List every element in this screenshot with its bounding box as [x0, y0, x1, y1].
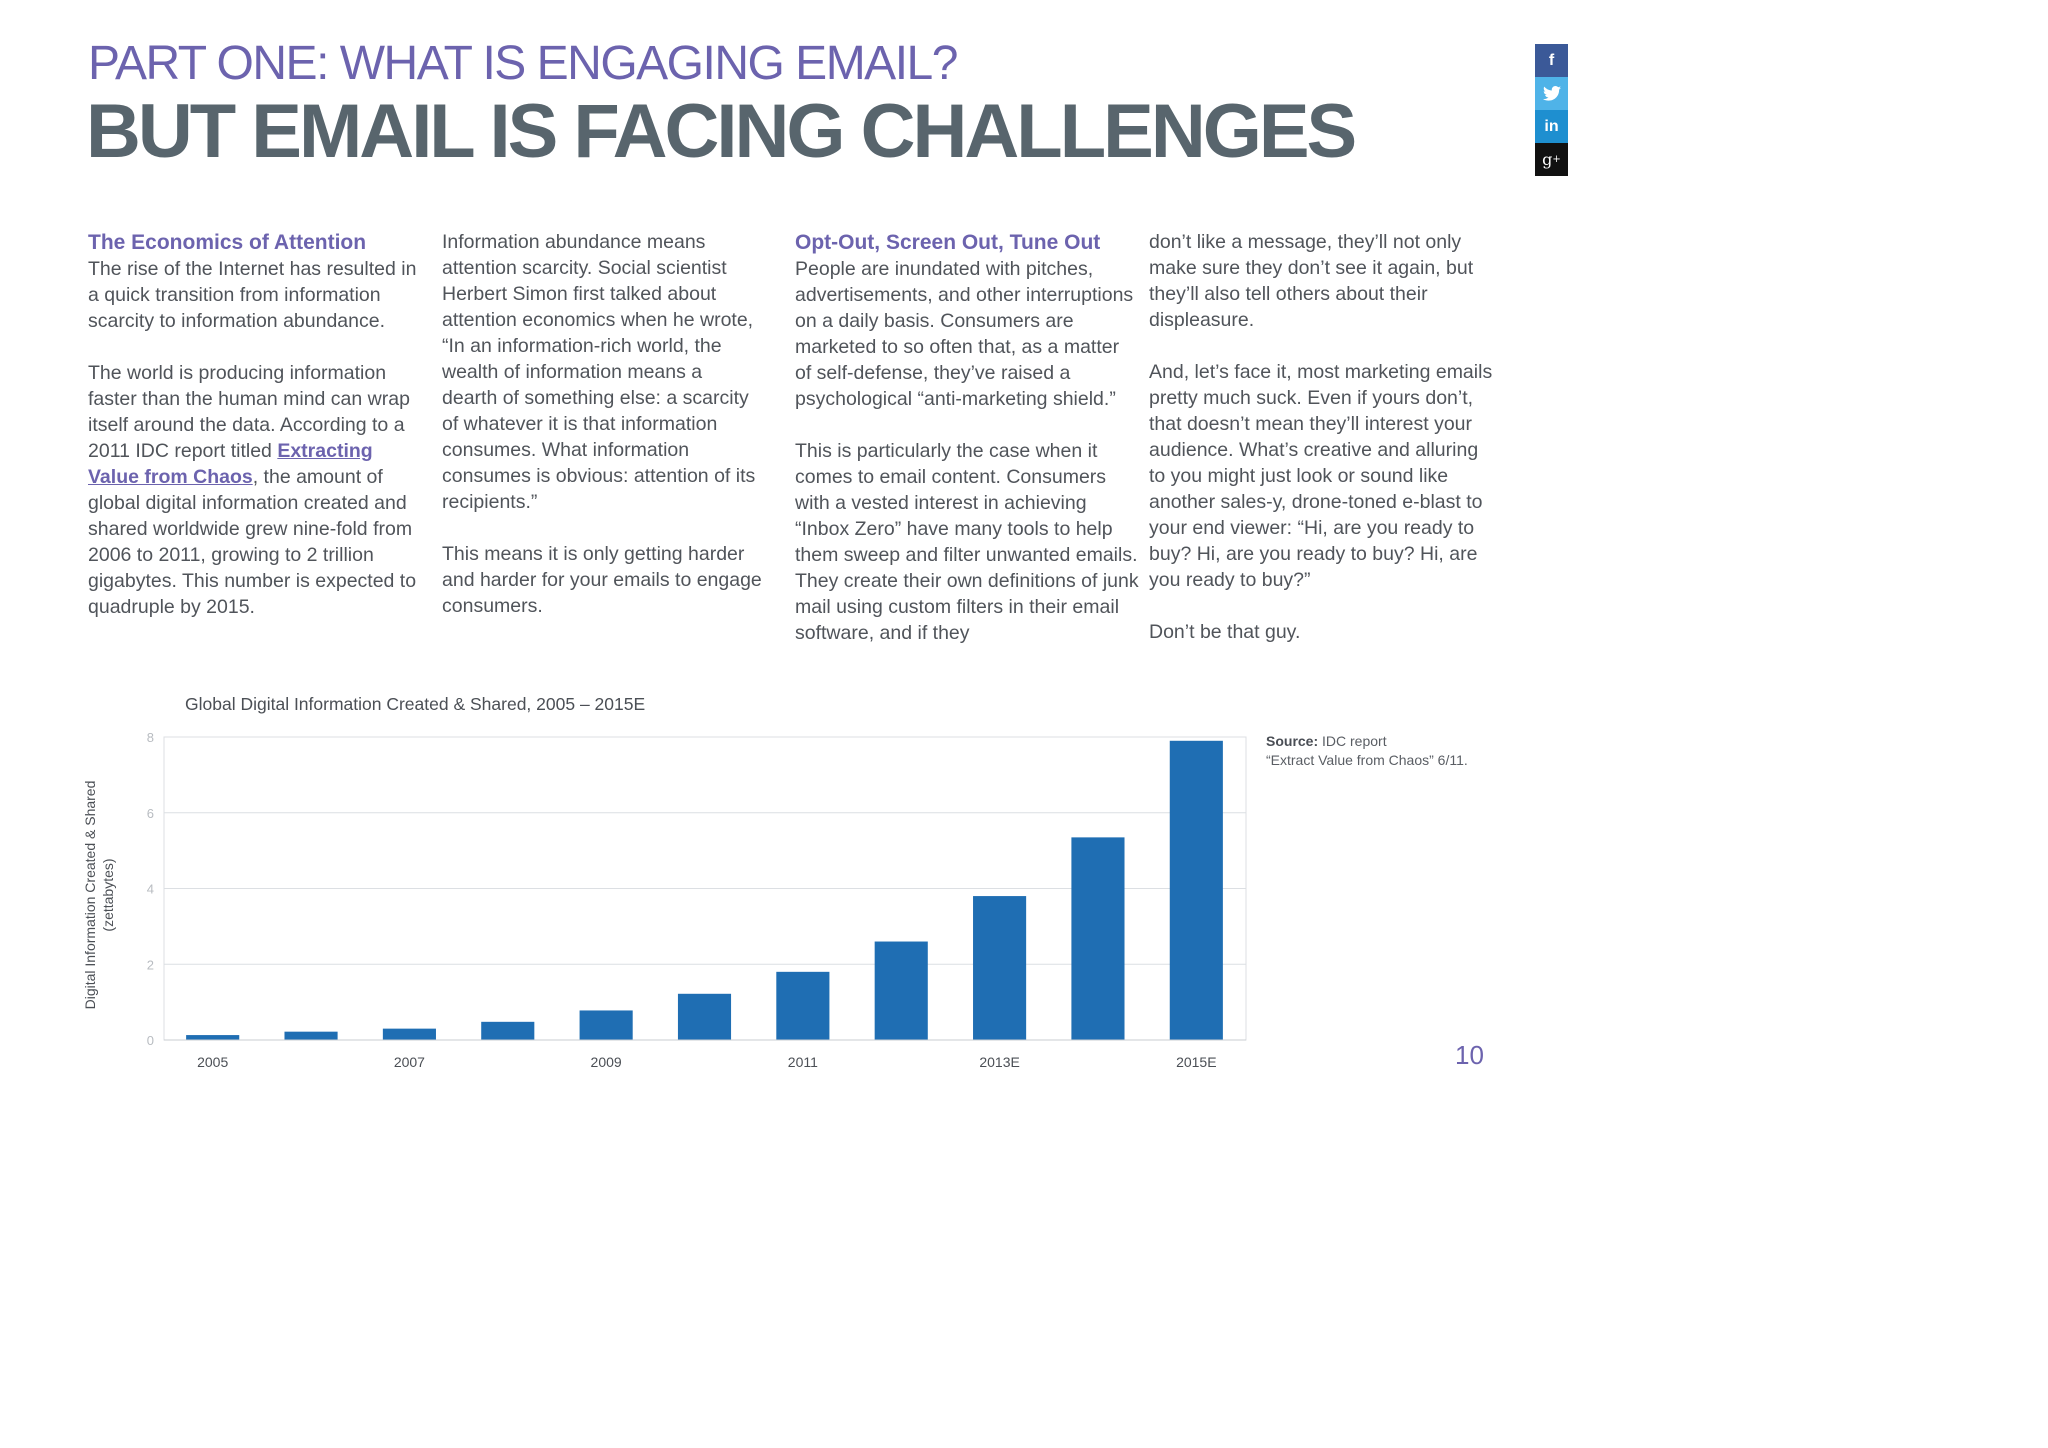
paragraph: This means it is only getting harder and…: [442, 543, 762, 617]
facebook-icon[interactable]: f: [1535, 44, 1568, 77]
x-tick-label: 2015E: [1176, 1054, 1216, 1070]
source-text: IDC report: [1318, 733, 1387, 749]
section-kicker: PART ONE: WHAT IS ENGAGING EMAIL?: [88, 37, 958, 90]
bar: [284, 1031, 338, 1040]
chart-title: Global Digital Information Created & Sha…: [185, 694, 646, 714]
y-tick-label: 4: [147, 882, 154, 897]
google-plus-icon[interactable]: g +: [1535, 143, 1568, 176]
x-tick-label: 2013E: [979, 1054, 1019, 1070]
twitter-icon[interactable]: [1535, 77, 1568, 110]
y-tick-label: 8: [147, 730, 154, 745]
paragraph: This is particularly the case when it co…: [795, 440, 1139, 644]
bar: [382, 1028, 436, 1040]
bar: [186, 1035, 240, 1040]
source-text-line2: “Extract Value from Chaos” 6/11.: [1266, 752, 1468, 768]
page-number: 10: [1455, 1040, 1484, 1070]
linkedin-icon[interactable]: in: [1535, 110, 1568, 143]
x-tick-label: 2007: [394, 1054, 425, 1070]
paragraph: People are inundated with pitches, adver…: [795, 258, 1134, 410]
column-1: The Economics of Attention The rise of t…: [88, 229, 423, 646]
section-heading-opt-out: Opt-Out, Screen Out, Tune Out: [795, 231, 1101, 254]
bar: [874, 941, 928, 1040]
y-tick-label: 0: [147, 1033, 154, 1048]
bar: [1071, 837, 1125, 1040]
y-tick-label: 2: [147, 957, 154, 972]
x-tick-label: 2009: [591, 1054, 622, 1070]
bar: [1169, 740, 1223, 1040]
source-label: Source:: [1266, 733, 1319, 749]
bar: [481, 1021, 535, 1040]
bar: [776, 971, 830, 1040]
paragraph-text: The world is producing information faste…: [88, 362, 410, 462]
bar: [579, 1010, 633, 1040]
paragraph-text: , the amount of global digital informati…: [88, 466, 417, 618]
social-share-bar: f in g +: [1535, 44, 1568, 176]
section-heading-economics: The Economics of Attention: [88, 231, 367, 254]
y-tick-label: 6: [147, 806, 154, 821]
x-tick-label: 2005: [197, 1054, 228, 1070]
paragraph: don’t like a message, they’ll not only m…: [1149, 231, 1474, 331]
paragraph: Information abundance means attention sc…: [442, 231, 756, 513]
x-tick-label: 2011: [788, 1054, 818, 1070]
page-title: BUT EMAIL IS FACING CHALLENGES: [86, 89, 1357, 174]
paragraph: Don’t be that guy.: [1149, 621, 1301, 643]
column-4: don’t like a message, they’ll not only m…: [1149, 229, 1494, 671]
column-3: Opt-Out, Screen Out, Tune Out People are…: [795, 229, 1140, 672]
chart-source-note: Source: IDC report “Extract Value from C…: [1266, 732, 1468, 770]
paragraph: The rise of the Internet has resulted in…: [88, 258, 417, 332]
column-2: Information abundance means attention sc…: [442, 229, 762, 645]
idc-report-link[interactable]: Extracting Value from Chaos: [88, 440, 373, 488]
paragraph: The world is producing information faste…: [88, 360, 423, 620]
bar-chart: 0 2 4 6 8 2005 2007 2009 2011 2013E 2015E: [147, 730, 1247, 1070]
bar: [973, 896, 1027, 1040]
bar: [677, 993, 732, 1040]
paragraph: And, let’s face it, most marketing email…: [1149, 361, 1493, 591]
